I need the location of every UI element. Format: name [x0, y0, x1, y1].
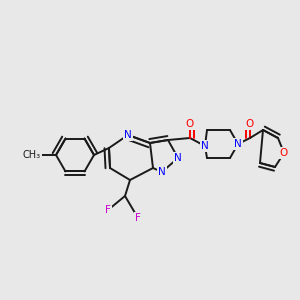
Text: N: N: [174, 153, 182, 163]
Text: F: F: [105, 205, 111, 215]
Text: N: N: [158, 167, 166, 177]
Text: O: O: [246, 119, 254, 129]
Text: CH₃: CH₃: [23, 150, 41, 160]
Text: N: N: [201, 141, 209, 151]
Text: F: F: [135, 213, 141, 223]
Text: N: N: [234, 139, 242, 149]
Text: O: O: [186, 119, 194, 129]
Text: N: N: [124, 130, 132, 140]
Text: O: O: [280, 148, 288, 158]
